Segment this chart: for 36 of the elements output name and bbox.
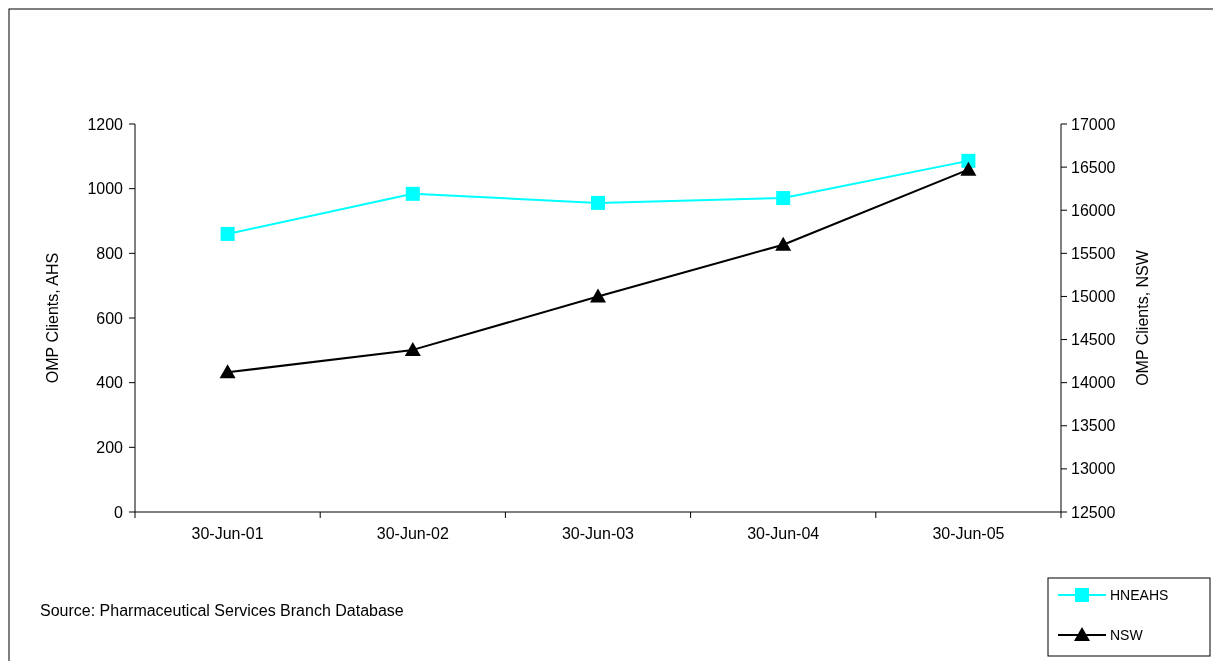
- y2-tick-label: 13000: [1071, 460, 1116, 478]
- y-axis-title: OMP Clients, AHS: [44, 252, 61, 384]
- y-tick-label: 600: [96, 309, 124, 327]
- y2-axis-title: OMP Clients, NSW: [1134, 249, 1151, 386]
- y2-tick-label: 15500: [1071, 244, 1116, 262]
- x-tick-label: 30-Jun-04: [747, 525, 820, 542]
- x-tick-label: 30-Jun-02: [376, 525, 449, 542]
- legend-label: NSW: [1110, 626, 1144, 643]
- y-tick-label: 1000: [87, 180, 124, 198]
- point: [591, 195, 605, 210]
- point: [405, 186, 420, 201]
- y-tick-label: 400: [96, 374, 124, 392]
- y2-tick-label: 14000: [1071, 374, 1116, 392]
- y-tick-label: 800: [96, 244, 124, 262]
- legend-label: HNEAHS: [1110, 586, 1169, 603]
- y2-tick-label: 14500: [1071, 331, 1116, 349]
- y-tick-label: 0: [114, 503, 124, 521]
- y2-tick-label: 13500: [1071, 417, 1116, 435]
- point: [775, 236, 792, 251]
- y2-tick-label: 17000: [1071, 115, 1116, 133]
- source-note: Source: Pharmaceutical Services Branch Database: [40, 602, 404, 619]
- x-tick-label: 30-Jun-05: [932, 525, 1005, 542]
- y2-tick-label: 15000: [1071, 288, 1116, 306]
- point: [220, 226, 235, 241]
- y-tick-label: 200: [96, 438, 124, 456]
- point: [404, 341, 421, 356]
- y-tick-label: 1200: [87, 115, 124, 133]
- point: [590, 288, 606, 303]
- point: [219, 364, 236, 379]
- x-tick-label: 30-Jun-03: [561, 525, 635, 542]
- point: [776, 191, 791, 206]
- y2-tick-label: 12500: [1071, 503, 1116, 521]
- y2-tick-label: 16500: [1071, 158, 1116, 176]
- y2-tick-label: 16000: [1071, 201, 1116, 219]
- point: [960, 161, 977, 176]
- x-tick-label: 30-Jun-01: [191, 525, 264, 542]
